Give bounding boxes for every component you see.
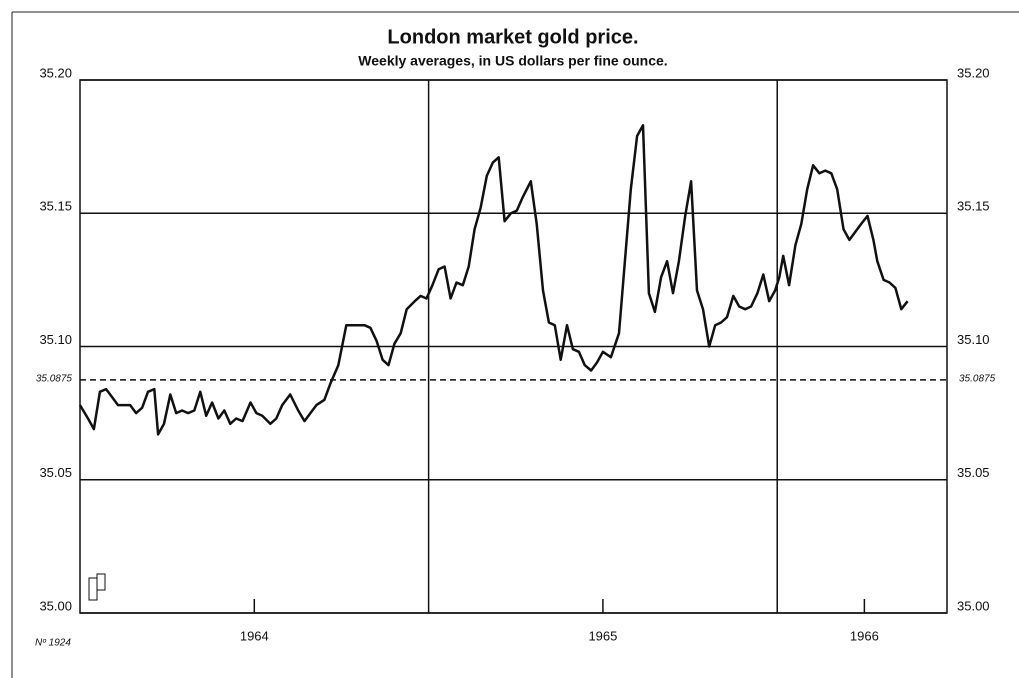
reference-label: 35.0875 xyxy=(36,373,73,384)
reference-label: 35.0875 xyxy=(959,373,996,384)
y-tick-label: 35.15 xyxy=(39,199,72,214)
x-tick-label: 1966 xyxy=(850,628,879,643)
line-series xyxy=(78,124,909,436)
y2-tick-label: 35.00 xyxy=(957,598,990,613)
chart-title: London market gold price. xyxy=(387,26,638,48)
y-tick-label: 35.20 xyxy=(39,65,72,80)
y-tick-label: 35.05 xyxy=(39,465,72,480)
y2-tick-label: 35.10 xyxy=(957,332,990,347)
x-tick-label: 1965 xyxy=(588,628,617,643)
chart-subtitle: Weekly averages, in US dollars per fine … xyxy=(358,53,667,69)
note: Nº 1924 xyxy=(35,638,71,649)
y-tick-label: 35.00 xyxy=(39,598,72,613)
icon xyxy=(88,573,106,601)
x-tick-label: 1964 xyxy=(240,628,269,643)
y2-tick-label: 35.20 xyxy=(957,65,990,80)
y-tick-label: 35.10 xyxy=(39,332,72,347)
y2-tick-label: 35.05 xyxy=(957,465,990,480)
y2-tick-label: 35.15 xyxy=(957,199,990,214)
